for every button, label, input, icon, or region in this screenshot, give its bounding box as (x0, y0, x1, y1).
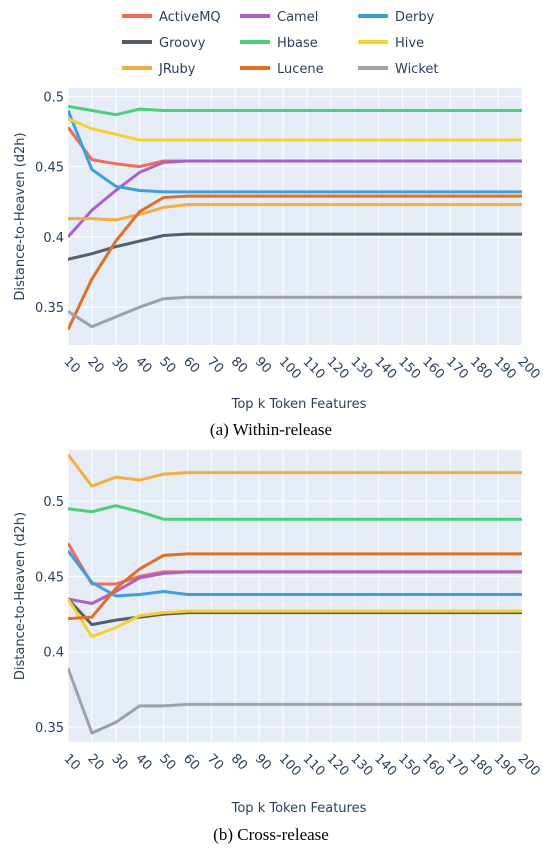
x-tick-label: 30 (108, 354, 130, 376)
series-line (68, 549, 522, 598)
x-tick-label: 100 (276, 751, 304, 779)
plot-background (68, 88, 522, 345)
x-tick-label: 30 (108, 751, 130, 773)
caption: (a) Within-release (210, 420, 332, 439)
x-tick-label: 130 (347, 354, 375, 382)
x-tick-label: 90 (252, 751, 274, 773)
x-tick-label: 160 (419, 751, 447, 779)
y-tick-label: 0.4 (43, 646, 64, 661)
x-tick-label: 10 (61, 354, 83, 376)
x-tick-label: 60 (180, 354, 202, 376)
series-line (68, 159, 522, 238)
legend-label: ActiveMQ (159, 10, 221, 25)
legend-label: JRuby (158, 62, 196, 77)
x-tick-label: 20 (84, 354, 106, 376)
series-line (68, 570, 522, 605)
x-tick-label: 180 (467, 354, 495, 382)
x-tick-label: 190 (491, 751, 519, 779)
series-line (68, 598, 522, 639)
y-tick-label: 0.35 (35, 721, 64, 736)
lines (68, 453, 522, 735)
y-tick-label: 0.45 (35, 570, 64, 585)
legend-label: Camel (277, 10, 318, 25)
y-tick-label: 0.4 (43, 231, 64, 246)
x-tick-label: 10 (61, 751, 83, 773)
x-tick-label: 120 (323, 751, 351, 779)
x-tick-label: 90 (252, 354, 274, 376)
x-tick-label: 190 (491, 354, 519, 382)
x-axis-title: Top k Token Features (231, 801, 367, 816)
y-tick-label: 0.5 (43, 495, 64, 510)
x-tick-label: 150 (395, 751, 423, 779)
x-tick-label: 50 (156, 354, 178, 376)
x-tick-label: 120 (323, 354, 351, 382)
series-line (68, 295, 522, 329)
y-tick-label: 0.5 (43, 90, 64, 105)
series-line (68, 117, 522, 142)
x-tick-label: 20 (84, 751, 106, 773)
x-tick-label: 170 (443, 354, 471, 382)
x-tick-label: 110 (300, 354, 328, 382)
legend-label: Groovy (159, 36, 206, 51)
x-tick-label: 40 (132, 354, 154, 376)
series-line (68, 203, 522, 222)
legend-label: Derby (395, 10, 435, 25)
y-axis-title: Distance-to-Heaven (d2h) (13, 512, 28, 680)
x-tick-label: 130 (347, 751, 375, 779)
caption: (b) Cross-release (213, 825, 329, 844)
x-tick-label: 80 (228, 751, 250, 773)
lines (68, 104, 522, 331)
x-tick-label: 170 (443, 751, 471, 779)
series-line (68, 194, 522, 331)
x-tick-label: 40 (132, 751, 154, 773)
x-tick-label: 150 (395, 354, 423, 382)
x-tick-label: 60 (180, 751, 202, 773)
x-tick-label: 200 (515, 354, 543, 382)
y-tick-label: 0.45 (35, 161, 64, 176)
x-tick-label: 140 (371, 751, 399, 779)
series-line (68, 552, 522, 621)
series-line (68, 104, 522, 117)
x-tick-label: 80 (228, 354, 250, 376)
x-tick-label: 100 (276, 354, 304, 382)
y-axis-title: Distance-to-Heaven (d2h) (13, 132, 28, 300)
x-tick-label: 50 (156, 751, 178, 773)
x-tick-label: 180 (467, 751, 495, 779)
series-line (68, 453, 522, 488)
y-tick-label: 0.35 (35, 301, 64, 316)
x-tick-label: 140 (371, 354, 399, 382)
series-line (68, 109, 522, 194)
x-axis-title: Top k Token Features (231, 397, 367, 412)
legend-label: Hbase (277, 36, 318, 51)
series-line (68, 232, 522, 261)
series-line (68, 667, 522, 735)
series-line (68, 504, 522, 521)
x-tick-label: 160 (419, 354, 447, 382)
legend-label: Wicket (395, 62, 439, 77)
legend-label: Lucene (277, 62, 324, 77)
x-tick-label: 70 (204, 751, 226, 773)
x-tick-label: 200 (515, 751, 543, 779)
legend-label: Hive (395, 36, 424, 51)
x-tick-label: 110 (300, 751, 328, 779)
x-tick-label: 70 (204, 354, 226, 376)
